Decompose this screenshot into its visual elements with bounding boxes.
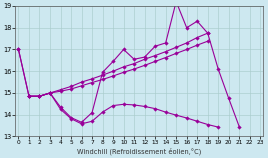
X-axis label: Windchill (Refroidissement éolien,°C): Windchill (Refroidissement éolien,°C): [77, 147, 202, 155]
